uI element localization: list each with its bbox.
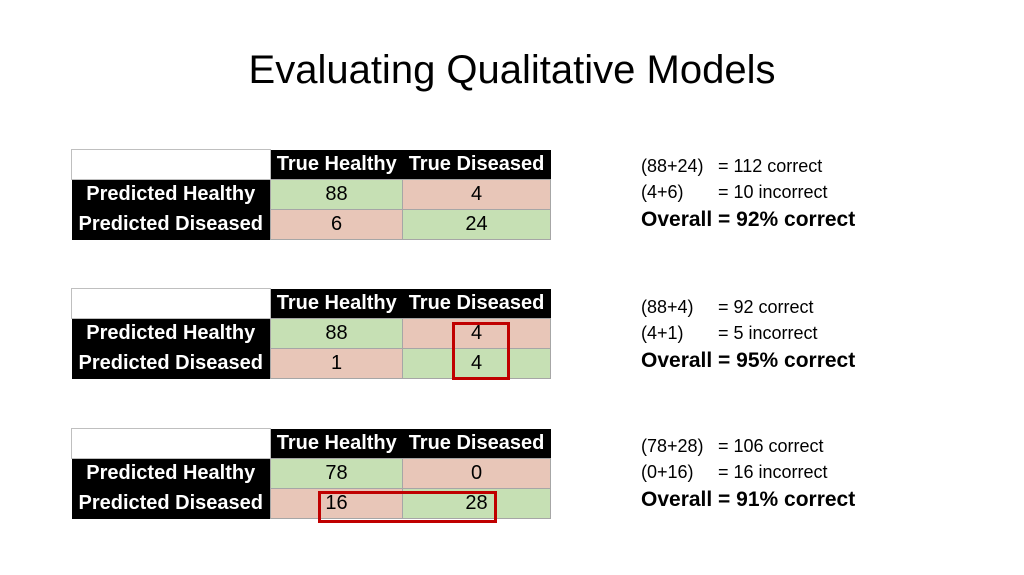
- overall-accuracy: Overall = 95% correct: [641, 349, 856, 372]
- incorrect-expression: (4+1): [641, 323, 684, 343]
- correct-result: = 92 correct: [718, 297, 814, 317]
- incorrect-result: = 16 incorrect: [718, 462, 828, 482]
- cell-true-positive-healthy: 78: [270, 458, 403, 489]
- col-header-true-healthy: True Healthy: [270, 288, 403, 319]
- cell-true-positive-healthy: 88: [270, 318, 403, 349]
- cell-false-healthy: 4: [402, 179, 551, 210]
- row-header-predicted-healthy: Predicted Healthy: [71, 318, 271, 349]
- confusion-matrix-3: True Healthy True Diseased Predicted Hea…: [71, 428, 551, 519]
- col-header-true-diseased: True Diseased: [402, 149, 551, 180]
- cell-true-positive-healthy: 88: [270, 179, 403, 210]
- cell-true-positive-diseased: 24: [402, 209, 551, 240]
- col-header-true-healthy: True Healthy: [270, 149, 403, 180]
- correct-result: = 106 correct: [718, 436, 824, 456]
- correct-expression: (78+28): [641, 436, 704, 456]
- summary-2: (88+4) = 92 correct (4+1) = 5 incorrect Ov…: [641, 294, 855, 376]
- summary-1: (88+24) = 112 correct (4+6) = 10 incorrect…: [641, 153, 855, 235]
- col-header-true-diseased: True Diseased: [402, 288, 551, 319]
- row-header-predicted-healthy: Predicted Healthy: [71, 458, 271, 489]
- incorrect-line: (0+16) = 16 incorrect: [641, 459, 855, 485]
- col-header-true-healthy: True Healthy: [270, 428, 403, 459]
- row-header-predicted-diseased: Predicted Diseased: [71, 488, 271, 519]
- correct-expression: (88+4): [641, 297, 694, 317]
- row-header-predicted-diseased: Predicted Diseased: [71, 209, 271, 240]
- incorrect-result: = 5 incorrect: [718, 323, 818, 343]
- overall-accuracy: Overall = 91% correct: [641, 488, 856, 511]
- incorrect-line: (4+6) = 10 incorrect: [641, 179, 855, 205]
- cell-false-diseased: 6: [270, 209, 403, 240]
- correct-result: = 112 correct: [718, 156, 823, 176]
- cell-false-healthy: 4: [402, 318, 551, 349]
- incorrect-result: = 10 incorrect: [718, 182, 828, 202]
- correct-line: (78+28) = 106 correct: [641, 433, 855, 459]
- corner-cell: [71, 428, 271, 459]
- cell-true-positive-diseased: 4: [402, 348, 551, 379]
- row-header-predicted-healthy: Predicted Healthy: [71, 179, 271, 210]
- confusion-matrix-1: True Healthy True Diseased Predicted Hea…: [71, 149, 551, 240]
- corner-cell: [71, 149, 271, 180]
- correct-expression: (88+24): [641, 156, 704, 176]
- col-header-true-diseased: True Diseased: [402, 428, 551, 459]
- corner-cell: [71, 288, 271, 319]
- incorrect-line: (4+1) = 5 incorrect: [641, 320, 855, 346]
- slide-title: Evaluating Qualitative Models: [248, 48, 776, 92]
- summary-3: (78+28) = 106 correct (0+16) = 16 incorrec…: [641, 433, 855, 515]
- incorrect-expression: (4+6): [641, 182, 684, 202]
- row-header-predicted-diseased: Predicted Diseased: [71, 348, 271, 379]
- cell-false-diseased: 1: [270, 348, 403, 379]
- correct-line: (88+24) = 112 correct: [641, 153, 855, 179]
- correct-line: (88+4) = 92 correct: [641, 294, 855, 320]
- confusion-matrix-2: True Healthy True Diseased Predicted Hea…: [71, 288, 551, 379]
- overall-accuracy: Overall = 92% correct: [641, 208, 856, 231]
- cell-false-healthy: 0: [402, 458, 551, 489]
- cell-true-positive-diseased: 28: [402, 488, 551, 519]
- cell-false-diseased: 16: [270, 488, 403, 519]
- incorrect-expression: (0+16): [641, 462, 694, 482]
